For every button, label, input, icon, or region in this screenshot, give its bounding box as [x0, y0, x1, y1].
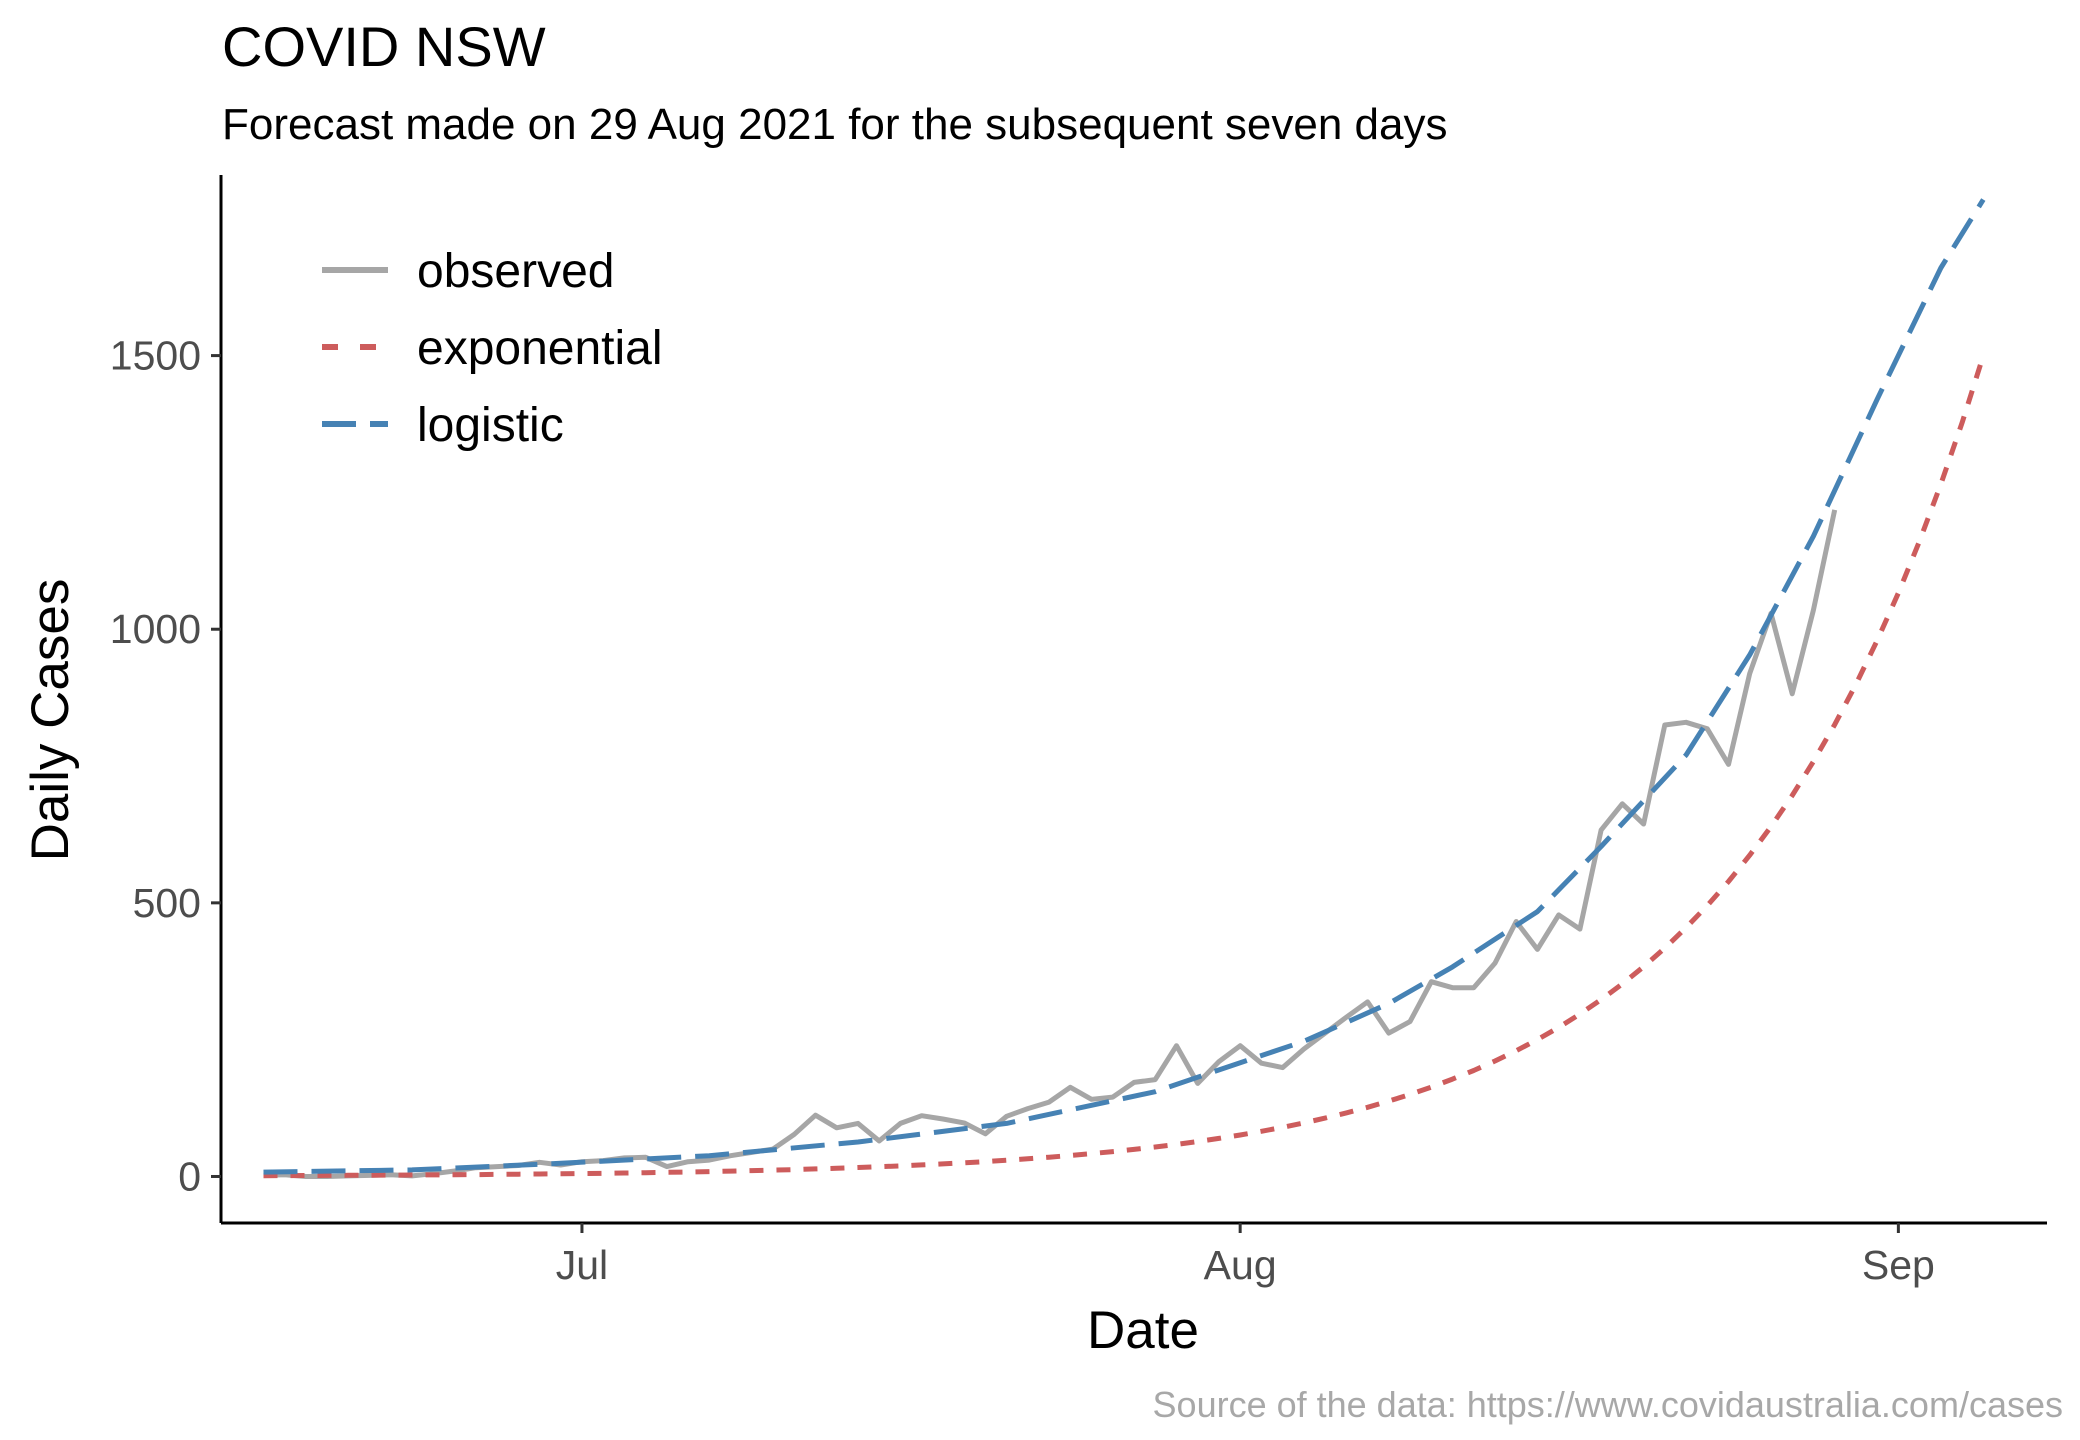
y-tick-label: 1500 [110, 333, 201, 379]
legend-label-exponential: exponential [417, 322, 663, 375]
chart-title: COVID NSW [222, 15, 546, 78]
legend: observed exponential logistic [322, 245, 663, 452]
chart-subtitle: Forecast made on 29 Aug 2021 for the sub… [222, 100, 1448, 149]
x-axis-title: Date [1087, 1301, 1199, 1360]
x-tick-label: Sep [1862, 1242, 1935, 1288]
x-tick-label: Aug [1204, 1242, 1277, 1288]
y-axis-ticks: 0 500 1000 1500 [110, 333, 221, 1199]
plot-series [263, 198, 1986, 1179]
series-line-observed [263, 509, 1838, 1179]
y-tick-label: 0 [178, 1153, 201, 1199]
legend-label-logistic: logistic [417, 399, 564, 452]
x-axis-ticks: Jul Aug Sep [556, 1223, 1935, 1288]
y-tick-label: 1000 [110, 606, 201, 652]
legend-label-observed: observed [417, 245, 614, 298]
chart-caption: Source of the data: https://www.covidaus… [1153, 1384, 2063, 1425]
y-axis-title: Daily Cases [21, 579, 80, 862]
series-line-logistic [263, 198, 1986, 1175]
y-tick-label: 500 [133, 880, 201, 926]
x-tick-label: Jul [556, 1242, 608, 1288]
series-line-exponential [263, 354, 1986, 1179]
